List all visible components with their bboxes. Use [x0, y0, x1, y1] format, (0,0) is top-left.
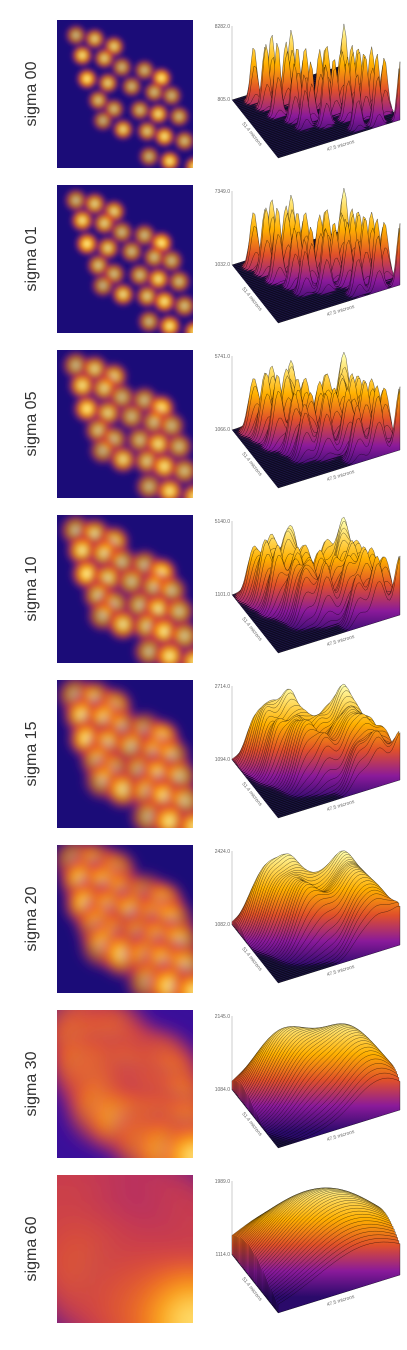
- surface-profile: [276, 228, 400, 322]
- surface-profile: [277, 732, 401, 819]
- heatmap: [57, 1175, 193, 1323]
- row-label: sigma 15: [23, 721, 40, 786]
- z-min-label: 1114.0: [215, 1252, 230, 1258]
- surface-profile: [277, 223, 401, 324]
- surface-profile: [277, 386, 401, 489]
- surface-profile: [277, 1077, 401, 1149]
- z-min-label: 1094.0: [215, 757, 231, 763]
- surface-profile: [276, 730, 400, 817]
- z-max-label: 7349.0: [215, 189, 231, 195]
- row-label: sigma 10: [23, 556, 40, 621]
- z-max-label: 5741.0: [215, 354, 231, 360]
- z-min-label: 1084.0: [215, 1087, 231, 1093]
- heatmap: [57, 680, 193, 828]
- z-max-label: 5140.0: [215, 519, 231, 525]
- row-label: sigma 30: [23, 1051, 40, 1116]
- heatmap: [57, 1010, 193, 1158]
- surface-profile: [277, 905, 401, 984]
- row-label: sigma 00: [23, 61, 40, 126]
- z-min-label: 1066.0: [215, 427, 231, 433]
- surface-profile: [277, 1241, 401, 1314]
- z-max-label: 2424.0: [215, 849, 231, 855]
- z-max-label: 2145.0: [215, 1014, 231, 1020]
- z-min-label: 1082.0: [215, 922, 231, 928]
- heatmap: [57, 845, 193, 993]
- surface-profile: [276, 902, 400, 982]
- z-min-label: 1101.0: [215, 592, 230, 598]
- z-max-label: 8282.0: [215, 24, 231, 30]
- heatmap: [57, 20, 193, 168]
- heatmap: [57, 350, 193, 498]
- row-label: sigma 20: [23, 886, 40, 951]
- z-min-label: 1032.0: [215, 262, 231, 268]
- z-max-label: 2714.0: [215, 684, 231, 690]
- surface-profile: [275, 730, 398, 816]
- row-label: sigma 01: [23, 226, 40, 291]
- row-label: sigma 05: [23, 391, 40, 456]
- z-max-label: 1989.0: [215, 1179, 231, 1185]
- heatmap: [57, 185, 193, 333]
- surface-profile: [277, 61, 401, 159]
- surface-profile: [276, 68, 400, 157]
- row-label: sigma 60: [23, 1216, 40, 1281]
- heatmap: [57, 515, 193, 663]
- surface-profile: [277, 555, 401, 654]
- z-min-label: 805.0: [217, 97, 230, 103]
